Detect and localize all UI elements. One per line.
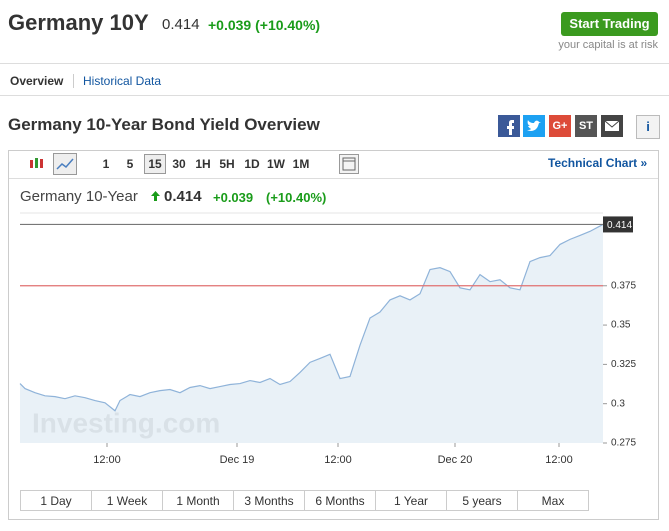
change: +0.039 (+10.40%): [208, 17, 321, 33]
legend-price: 0.414: [164, 188, 202, 205]
start-trading-button[interactable]: Start Trading: [561, 12, 658, 36]
line-icon[interactable]: [53, 153, 77, 175]
last-value-box: [603, 216, 633, 233]
range-button[interactable]: 1 Year: [375, 490, 447, 511]
interval-button[interactable]: 15: [144, 154, 166, 174]
tab-separator: [73, 74, 74, 88]
y-tick-label: 0.275: [611, 438, 636, 449]
toolbar-divider: [9, 178, 658, 179]
interval-button[interactable]: 1: [102, 157, 110, 171]
range-button[interactable]: 5 years: [446, 490, 518, 511]
interval-button[interactable]: 1D: [244, 157, 260, 171]
range-button[interactable]: Max: [517, 490, 589, 511]
price: 0.414: [162, 16, 200, 33]
technical-chart-link[interactable]: Technical Chart »: [548, 156, 648, 170]
legend-percent: (+10.40%): [266, 190, 327, 205]
tab[interactable]: Historical Data: [83, 74, 162, 88]
info-icon[interactable]: i: [636, 115, 660, 139]
range-button[interactable]: 1 Month: [162, 490, 234, 511]
interval-button[interactable]: 1W: [267, 157, 285, 171]
legend-name: Germany 10-Year: [20, 188, 138, 205]
tab[interactable]: Overview: [10, 74, 64, 88]
stocktwits-icon[interactable]: ST: [575, 115, 597, 137]
interval-button[interactable]: 5: [126, 157, 134, 171]
settings-icon[interactable]: [339, 154, 359, 174]
up-arrow: [151, 188, 160, 206]
y-tick-label: 0.35: [611, 320, 631, 331]
line: [19, 223, 604, 412]
section-title: Germany 10-Year Bond Yield Overview: [8, 115, 320, 134]
x-tick-label: 12:00: [324, 454, 352, 466]
x-tick-label: 12:00: [545, 454, 573, 466]
interval-button[interactable]: 5H: [219, 157, 235, 171]
twitter-icon[interactable]: [523, 115, 545, 137]
interval-button[interactable]: 1H: [195, 157, 211, 171]
x-tick-label: Dec 19: [220, 454, 255, 466]
email-icon[interactable]: [601, 115, 623, 137]
facebook-icon[interactable]: [498, 115, 520, 137]
y-tick-label: 0.3: [611, 398, 625, 409]
candle-icon[interactable]: [28, 155, 46, 178]
range-button[interactable]: 3 Months: [233, 490, 305, 511]
range-button[interactable]: 1 Week: [91, 490, 163, 511]
divider: [0, 63, 669, 64]
divider: [0, 95, 669, 96]
interval-button[interactable]: 30: [172, 157, 186, 171]
last-value-label: 0.414: [607, 220, 632, 231]
range-button[interactable]: 1 Day: [20, 490, 92, 511]
y-tick-label: 0.375: [611, 280, 636, 291]
legend-change: +0.039: [213, 190, 254, 205]
instrument-title: Germany 10Y: [8, 10, 149, 35]
chart-box: [8, 150, 659, 520]
area: [20, 224, 603, 443]
x-tick-label: Dec 20: [438, 454, 473, 466]
y-tick-label: 0.325: [611, 359, 636, 370]
google-plus-icon[interactable]: G+: [549, 115, 571, 137]
risk-disclaimer: your capital is at risk: [558, 39, 658, 51]
x-tick-label: 12:00: [93, 454, 121, 466]
range-button[interactable]: 6 Months: [304, 490, 376, 511]
interval-button[interactable]: 1M: [292, 157, 310, 171]
